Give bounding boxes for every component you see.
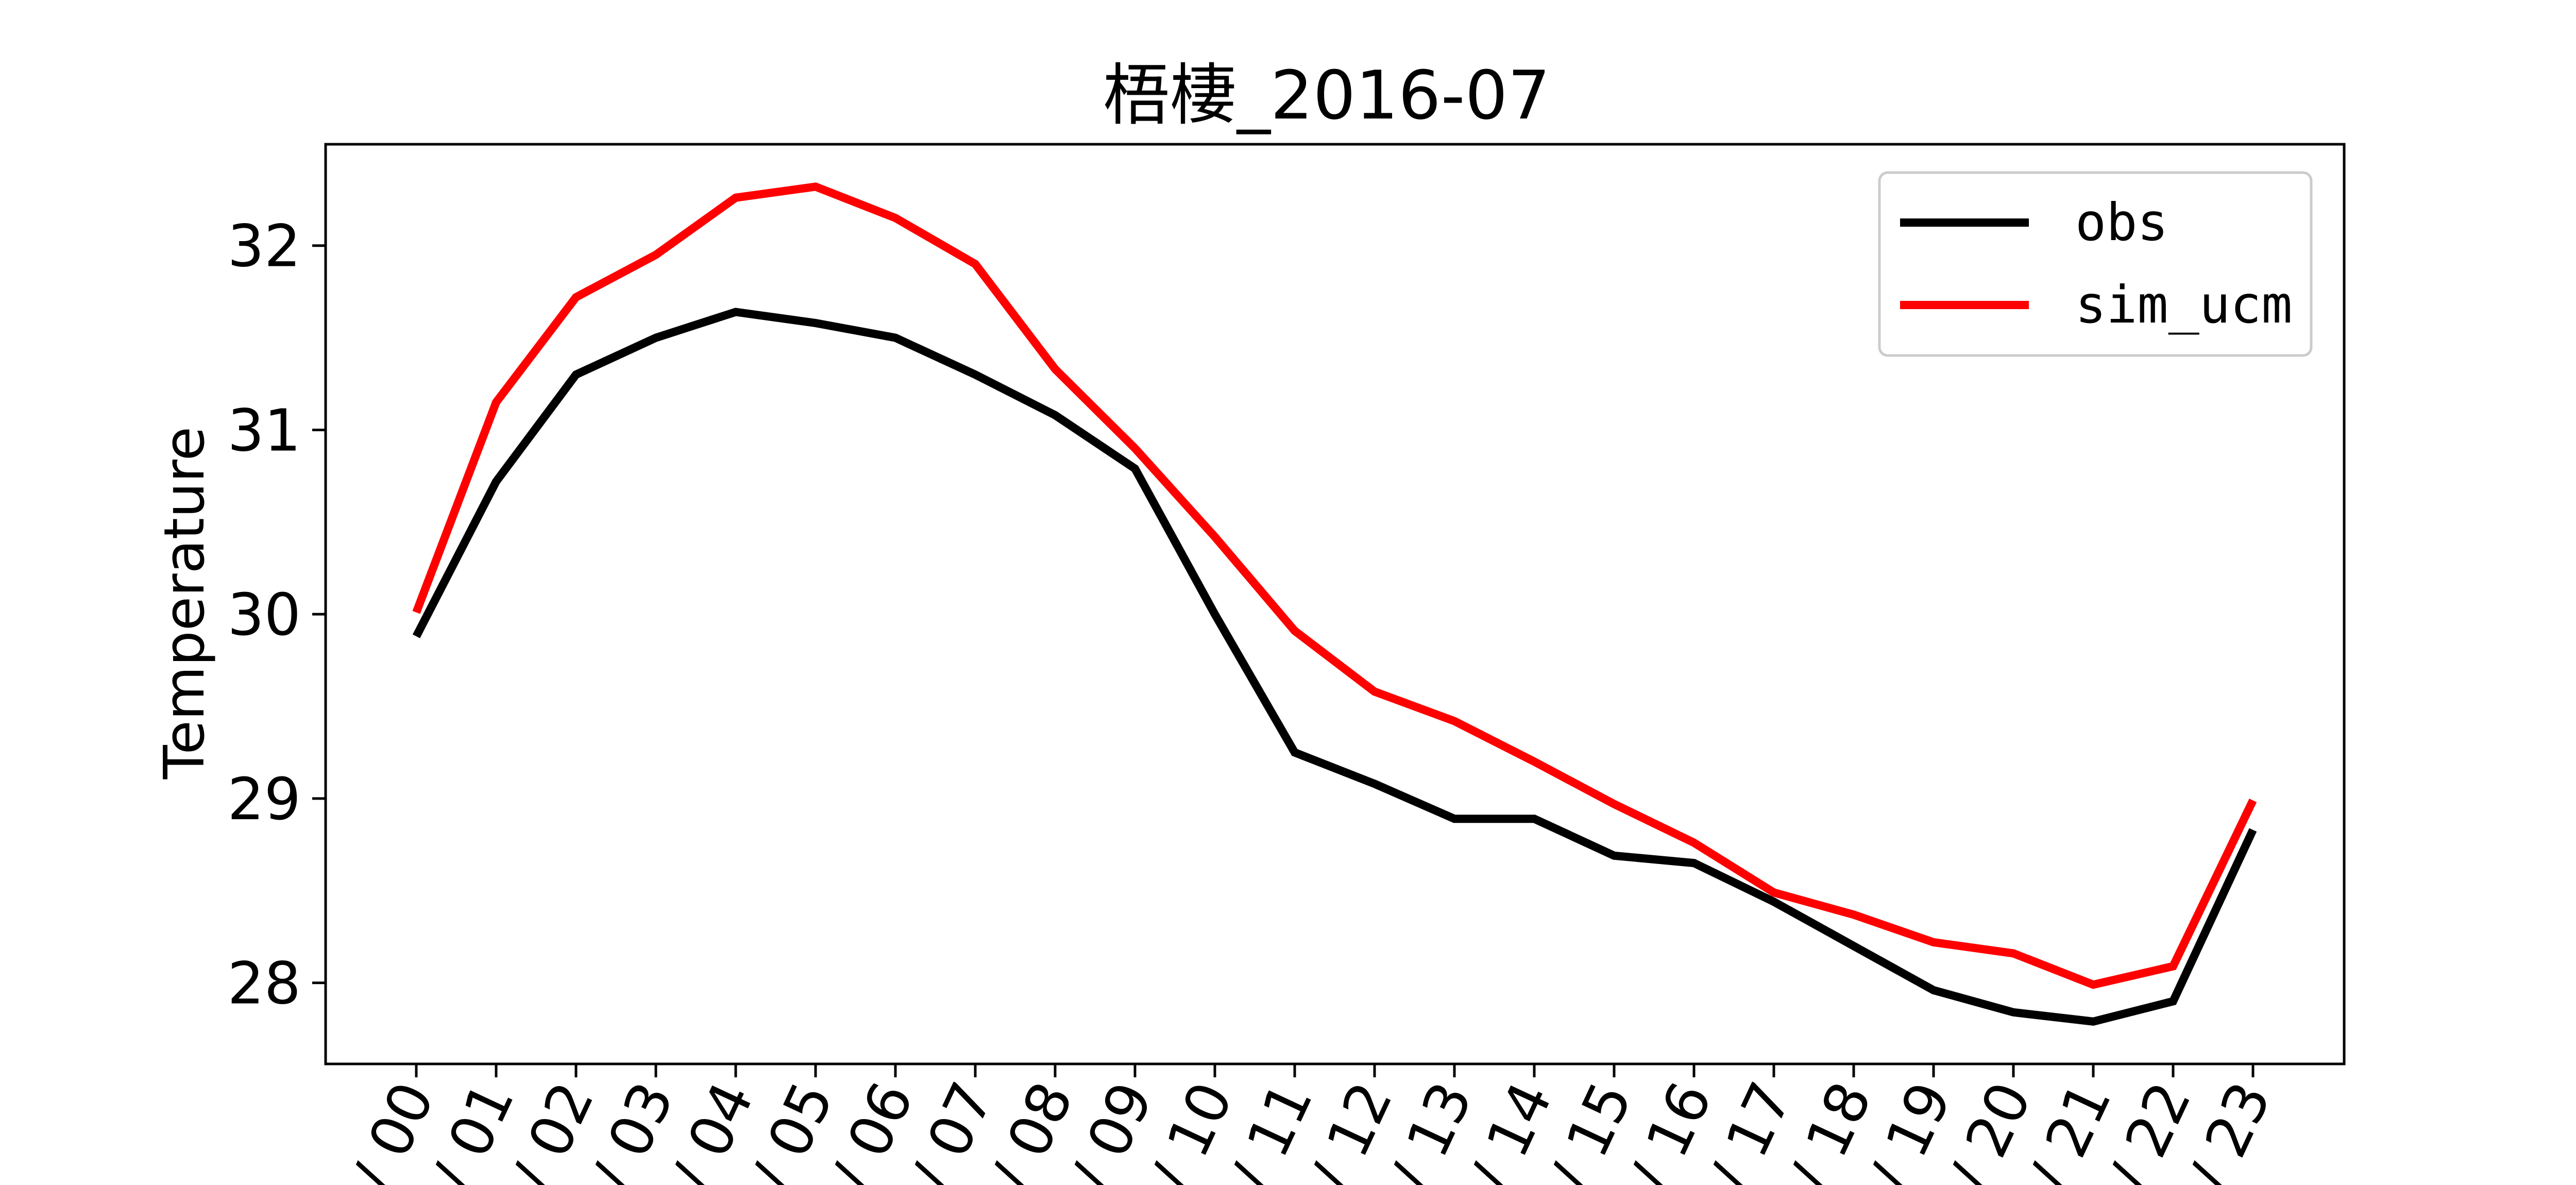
series-line-sim-ucm xyxy=(412,182,2257,989)
y-tick-label: 31 xyxy=(227,397,301,464)
legend-box xyxy=(1878,171,2313,357)
y-tick-label: 32 xyxy=(227,213,301,280)
y-tick-label: 29 xyxy=(227,766,301,833)
chart-title: 梧棲_2016-07 xyxy=(1103,56,1550,134)
y-tick-label: 30 xyxy=(227,582,301,649)
y-tick-label: 28 xyxy=(227,951,301,1018)
plot-frame xyxy=(324,143,2346,1065)
legend-label: obs xyxy=(2075,192,2168,252)
series-line-obs xyxy=(412,308,2257,1026)
legend-label: sim_ucm xyxy=(2075,275,2292,335)
y-axis-label: Temperature xyxy=(152,427,217,780)
